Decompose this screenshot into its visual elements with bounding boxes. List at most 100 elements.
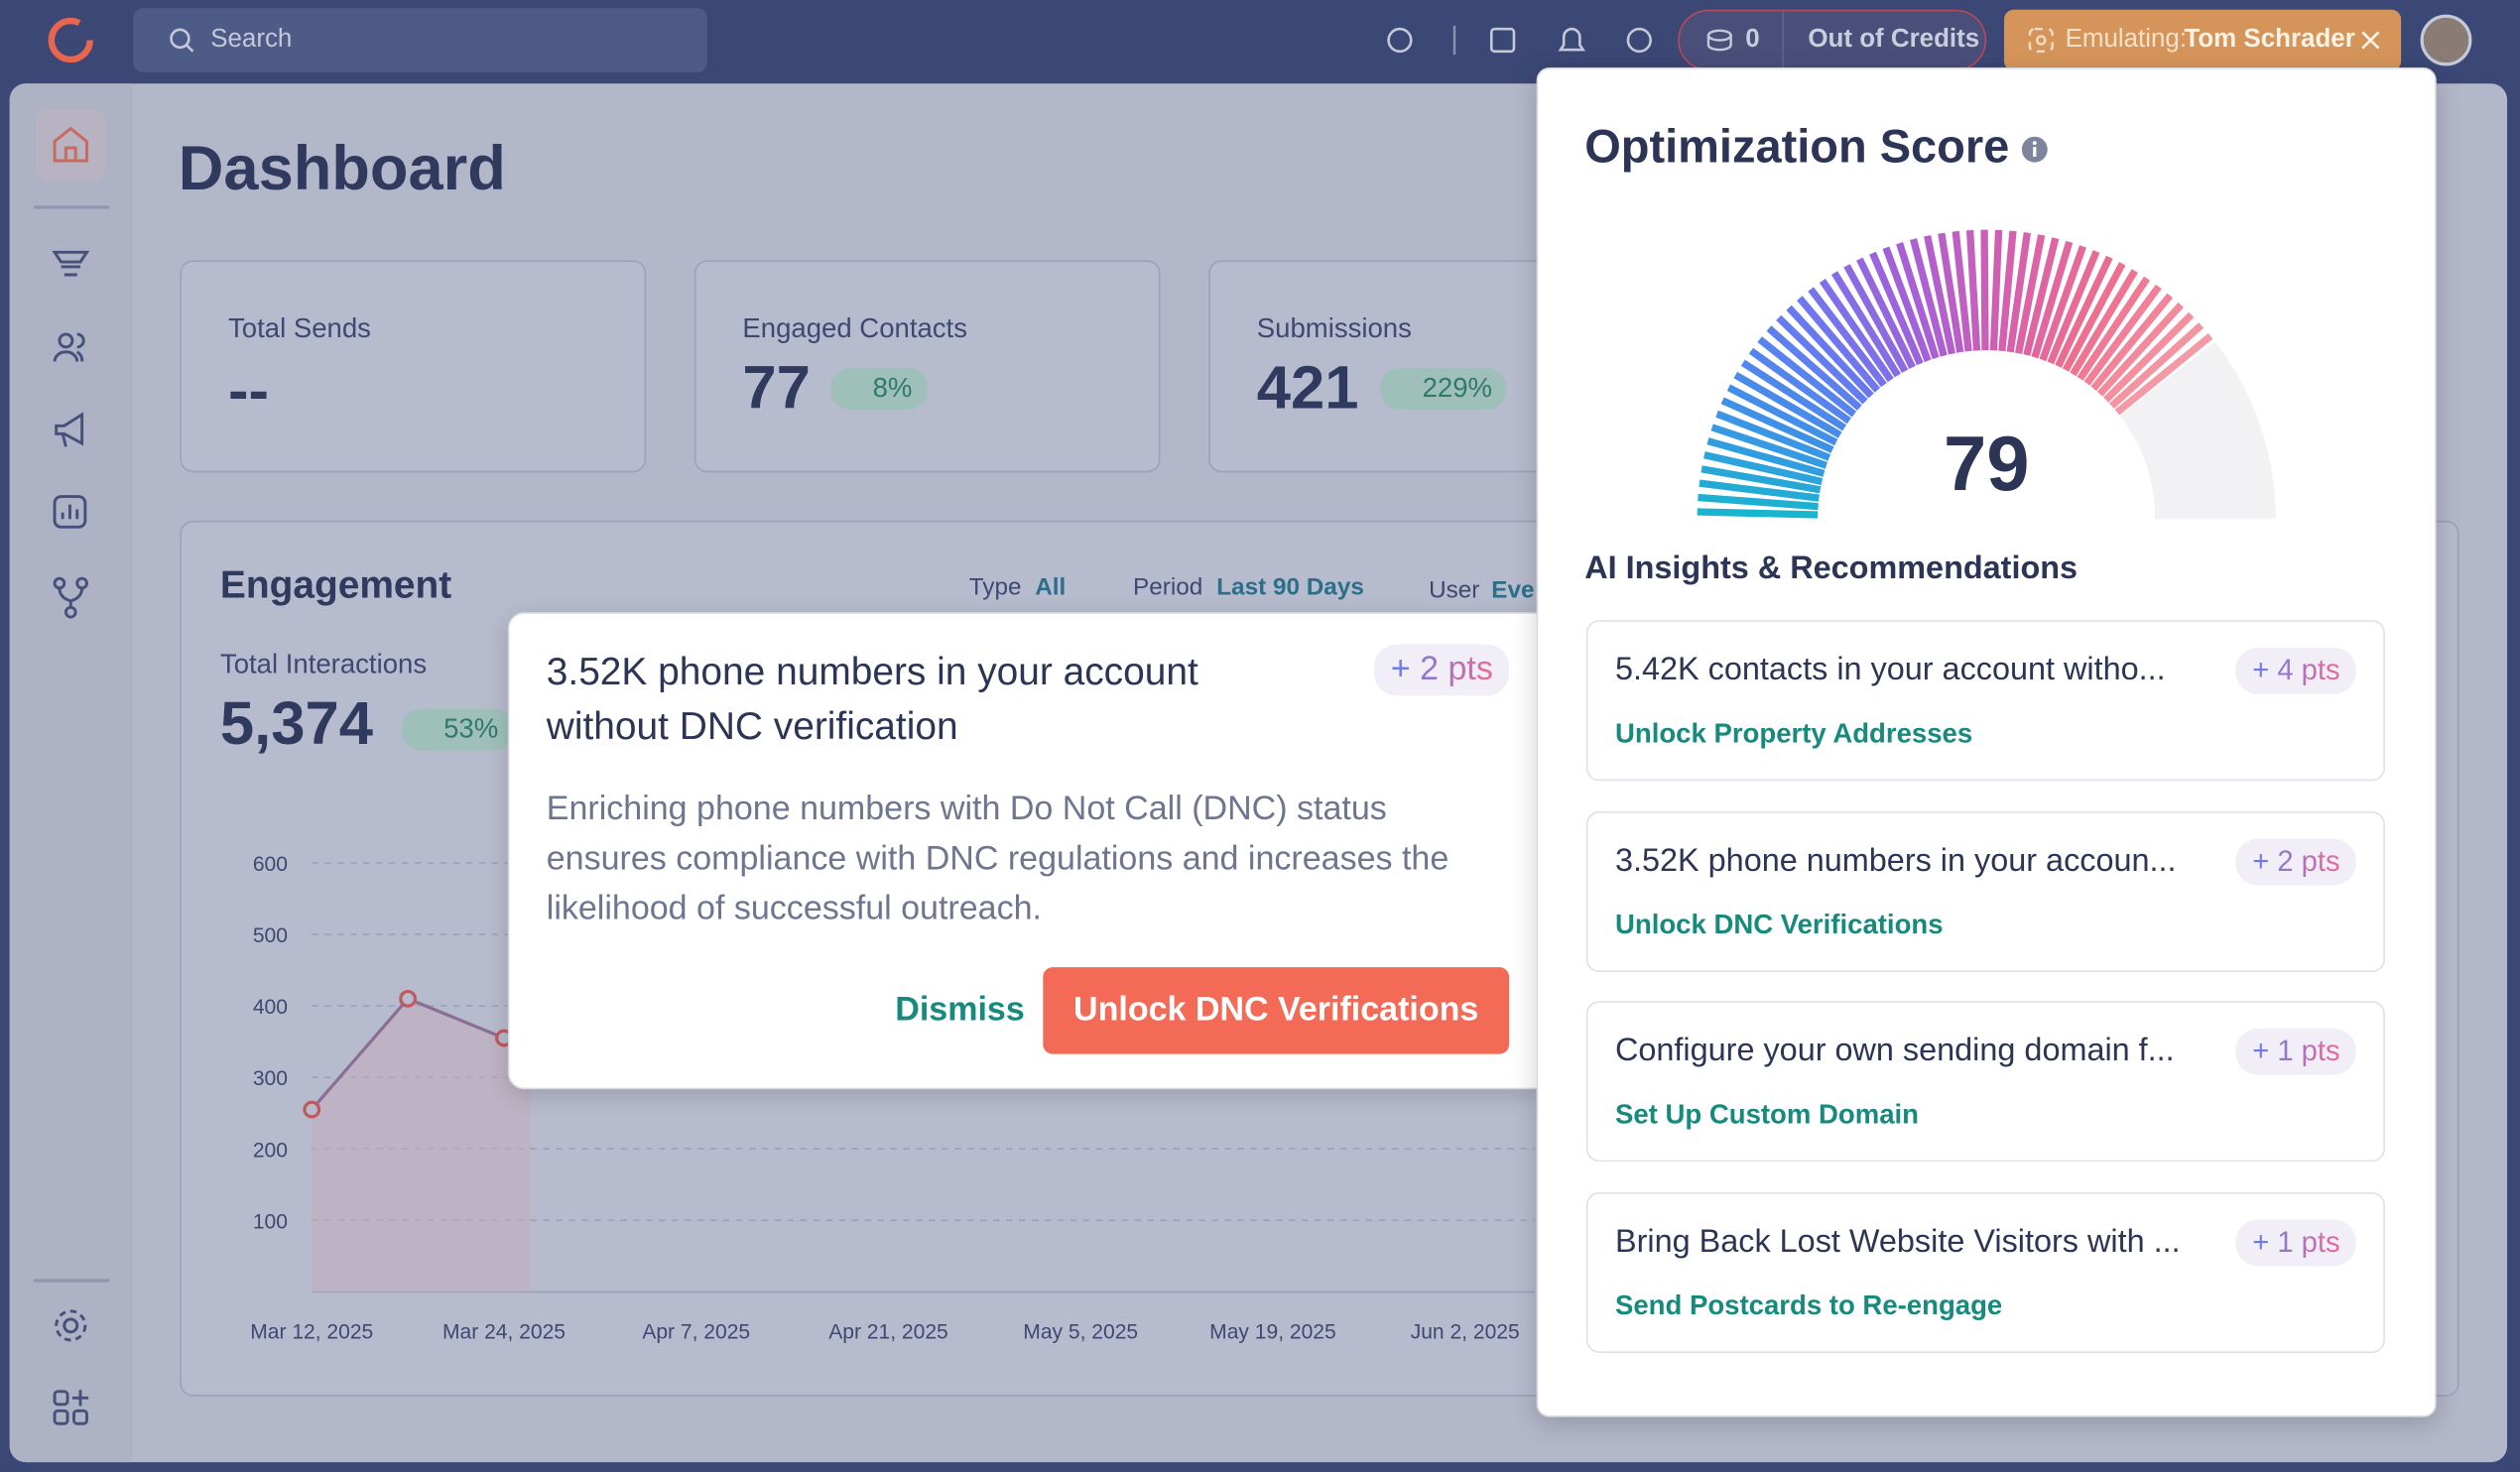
- credits-count: 0: [1745, 25, 1760, 54]
- gauge-tick: [1819, 278, 1894, 383]
- x-tick-label: Apr 7, 2025: [642, 1320, 750, 1343]
- stat-label: Submissions: [1256, 312, 1412, 344]
- search-box[interactable]: Search: [133, 8, 707, 72]
- gauge-tick: [2055, 255, 2113, 368]
- divider: [1782, 11, 1785, 69]
- filter-label: Type: [968, 573, 1022, 601]
- gauge-tick: [2047, 250, 2100, 365]
- unlock-button[interactable]: Unlock DNC Verifications: [1043, 967, 1510, 1054]
- dismiss-button[interactable]: Dismiss: [895, 991, 1025, 1029]
- emulating-pill[interactable]: Emulating: Tom Schrader: [2004, 9, 2402, 71]
- insight-points: + 4 pts: [2236, 647, 2356, 694]
- divider: [34, 205, 110, 208]
- stat-value: 77: [742, 354, 811, 424]
- insight-points: + 1 pts: [2236, 1028, 2356, 1075]
- gauge-tick: [1952, 230, 1972, 352]
- y-tick-label: 600: [253, 853, 288, 876]
- gauge-fill: [1697, 229, 2213, 519]
- divider: [34, 1279, 110, 1282]
- home-icon: [53, 126, 88, 163]
- points-text: + 4 pts: [2252, 654, 2340, 686]
- gauge-tick: [2031, 240, 2074, 359]
- emulating-icon: [2028, 27, 2054, 54]
- gauge-tick: [1740, 359, 1847, 431]
- emulating-user: Tom Schrader: [2184, 25, 2355, 54]
- insight-action[interactable]: Set Up Custom Domain: [1614, 1099, 1920, 1130]
- points-text: + 2 pts: [1390, 651, 1493, 688]
- gauge-tick: [2090, 293, 2174, 392]
- gauge-tick: [1998, 230, 2017, 352]
- gauge-tick: [2014, 234, 2046, 354]
- toolbar-icons[interactable]: [1382, 23, 1672, 61]
- stat-change: 8%: [830, 367, 927, 411]
- gauge-tick: [1699, 479, 1820, 502]
- total-label: Total Interactions: [219, 649, 428, 680]
- total-value: 5,374: [219, 690, 373, 759]
- avatar[interactable]: [2420, 14, 2472, 66]
- stat-value: --: [228, 358, 270, 427]
- stat-value: 421: [1256, 354, 1359, 424]
- nav-icons[interactable]: [50, 244, 91, 630]
- score-gauge: 79: [1697, 229, 2276, 520]
- insight-points: + 1 pts: [2236, 1218, 2356, 1266]
- stat-card: Engaged Contacts 77 8%: [693, 260, 1161, 473]
- gauge-tick: [1733, 371, 1842, 438]
- gauge-tick: [1869, 251, 1924, 366]
- insight-action[interactable]: Unlock DNC Verifications: [1614, 909, 1944, 939]
- y-tick-label: 100: [253, 1210, 288, 1233]
- gauge-tick: [2109, 322, 2205, 409]
- filter-label: Period: [1133, 573, 1203, 601]
- score-value: 79: [1944, 422, 2029, 507]
- gauge-tick: [2083, 284, 2162, 386]
- optimization-panel: Optimization Score 79 AI Insights & Reco…: [1536, 67, 2438, 1419]
- gauge-track: [2119, 341, 2276, 520]
- x-tick-label: Jun 2, 2025: [1411, 1320, 1520, 1343]
- filter-value[interactable]: Last 90 Days: [1216, 573, 1364, 601]
- popup-points: + 2 pts: [1374, 644, 1510, 696]
- gauge-tick: [1910, 238, 1948, 357]
- popup-body: Enriching phone numbers with Do Not Call…: [546, 790, 1449, 927]
- filter-value[interactable]: All: [1035, 573, 1067, 601]
- stat-label: Total Sends: [228, 312, 371, 344]
- area: [312, 998, 531, 1292]
- gauge-tick: [2006, 232, 2031, 353]
- search-icon: [170, 28, 194, 53]
- gauge-tick: [1757, 336, 1857, 418]
- gauge-tick: [1726, 384, 1838, 446]
- y-tick-label: 200: [253, 1139, 288, 1162]
- gauge-tick: [1706, 437, 1826, 477]
- gauge-tick: [1882, 246, 1932, 362]
- gauge-tick: [1856, 257, 1916, 369]
- insights-list: 5.42K contacts in your account witho... +…: [1538, 69, 2438, 1419]
- credits-pill[interactable]: 0 Out of Credits: [1678, 9, 1987, 71]
- insight-popup: 3.52K phone numbers in your account with…: [507, 612, 1550, 1090]
- gauge-tick: [1989, 229, 2003, 351]
- gauge-tick: [1715, 410, 1831, 461]
- popup-title: 3.52K phone numbers in your account with…: [546, 651, 1198, 749]
- insight-item: 3.52K phone numbers in your accoun... + 2…: [1585, 810, 2385, 972]
- stat-card: Total Sends --: [180, 260, 647, 473]
- gauge-tick: [2039, 245, 2086, 362]
- logo[interactable]: [45, 15, 96, 66]
- filter-value[interactable]: Eve: [1491, 576, 1535, 605]
- settings-icons[interactable]: [50, 1304, 91, 1433]
- info-icon[interactable]: [2020, 135, 2049, 164]
- data-point: [303, 1100, 321, 1119]
- x-tick-label: May 5, 2025: [1023, 1320, 1138, 1343]
- filter-label: User: [1429, 576, 1480, 605]
- close-emulation[interactable]: [2361, 31, 2380, 50]
- insight-action[interactable]: Send Postcards to Re-engage: [1614, 1288, 2003, 1320]
- insight-points: + 2 pts: [2236, 837, 2356, 885]
- insight-action[interactable]: Unlock Property Addresses: [1614, 718, 1973, 749]
- gauge-tick: [1924, 235, 1956, 355]
- credits-icon: [1706, 29, 1732, 52]
- gauge-tick: [2023, 237, 2060, 356]
- gauge-tick: [1698, 493, 1819, 511]
- gauge-tick: [1710, 424, 1828, 469]
- nav-home[interactable]: [35, 109, 106, 181]
- total-change: 53%: [401, 708, 513, 751]
- gauge-tick: [1843, 264, 1909, 374]
- gauge-tick: [2114, 333, 2213, 416]
